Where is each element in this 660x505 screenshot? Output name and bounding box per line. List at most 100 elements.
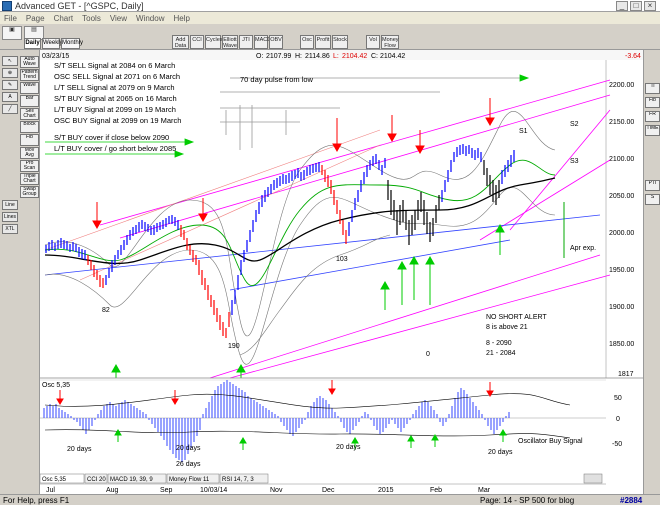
tool-jti[interactable]: JTI — [239, 35, 253, 49]
tool-osc[interactable]: Osc — [300, 35, 314, 49]
mov-avg-button[interactable]: Mov Avg — [20, 147, 39, 159]
menu-page[interactable]: Page — [25, 13, 45, 23]
osc-envelope-lower — [44, 429, 571, 439]
x-tick: Jul — [46, 487, 55, 494]
y-tick: 1950.00 — [609, 267, 634, 274]
tool-add-data[interactable]: Add Data — [172, 35, 189, 49]
pointer-icon[interactable]: ↖ — [2, 56, 18, 66]
trend-line-icon[interactable]: ╱ — [2, 104, 18, 114]
block-button[interactable]: Block — [20, 121, 39, 133]
menu-window[interactable]: Window — [136, 13, 165, 23]
osc-tab-label[interactable]: RSI 14, 7, 3 — [222, 477, 254, 483]
right-s-button[interactable]: S — [645, 194, 660, 205]
fib-button[interactable]: Fib — [20, 134, 39, 146]
x-tick: Dec — [322, 487, 335, 494]
wave-button[interactable]: Wave — [20, 82, 39, 94]
status-help: For Help, press F1 — [3, 495, 70, 505]
left-tool-panel: Auto Wave Pattern Trend Wave Bar Sell Ch… — [0, 50, 40, 494]
pro-scan-button[interactable]: Pro Scan — [20, 160, 39, 172]
signal-line: OSC SELL Signal at 2071 on 6 March — [54, 72, 180, 81]
y-tick: 2000.00 — [609, 230, 634, 237]
alert-line: 8 - 2090 — [486, 340, 512, 347]
title-bar: Advanced GET - [^GSPC, Daily] _ □ × — [0, 0, 660, 12]
alert-line: 8 is above 21 — [486, 324, 528, 331]
ma-black — [44, 177, 556, 265]
tab-monthly[interactable]: Monthly — [61, 38, 83, 49]
open-file-icon[interactable]: ▣ — [2, 26, 22, 40]
tab-weekly[interactable]: Weekly — [42, 38, 63, 49]
tool-elliott[interactable]: Elliott Wave — [222, 35, 238, 49]
sell-arrows — [92, 98, 495, 230]
osc-tab[interactable] — [84, 473, 108, 484]
osc-tab[interactable] — [166, 473, 220, 484]
pattern-trend-button[interactable]: Pattern Trend — [20, 69, 39, 81]
osc-tab-label[interactable]: Osc 5,35 — [42, 477, 67, 483]
osc-tab-label[interactable]: Money Flow 11 — [169, 477, 210, 483]
lines-button[interactable]: Lines — [2, 212, 18, 222]
maximize-button[interactable]: □ — [630, 0, 642, 11]
menu-chart[interactable]: Chart — [53, 13, 74, 23]
x-tick: Mar — [478, 487, 491, 494]
tool-cci[interactable]: CCI — [190, 35, 204, 49]
right-fr-button[interactable]: FR — [645, 111, 660, 122]
tool-obv[interactable]: OBV — [269, 35, 283, 49]
xtl-button[interactable]: XTL — [2, 224, 18, 234]
osc-tab-label[interactable]: MACD 19, 39, 9 — [110, 477, 153, 483]
y-tick: 1900.00 — [609, 304, 634, 311]
signal-line: S/T SELL Signal at 2084 on 6 March — [54, 61, 175, 70]
tab-daily[interactable]: Daily — [24, 38, 41, 49]
tool-money-flow[interactable]: Money Flow — [381, 35, 399, 49]
swap-group-button[interactable]: Swap Group — [20, 186, 39, 198]
right-ti-button[interactable]: Ti — [645, 83, 660, 94]
osc-tab-label[interactable]: CCI 20 — [87, 477, 106, 483]
minimize-button[interactable]: _ — [616, 0, 628, 11]
x-tick: 2015 — [378, 487, 394, 494]
osc-buy-arrows — [114, 429, 507, 450]
line-button[interactable]: Line — [2, 200, 18, 210]
header-change: -3.64 — [625, 53, 641, 60]
tool-profit[interactable]: Profit — [315, 35, 331, 49]
osc-buy-label: Oscillator Buy Signal — [518, 438, 583, 445]
osc-histogram — [43, 380, 510, 462]
chart-svg[interactable]: 03/23/15 O: 2107.99 H: 2114.86 L: 2104.4… — [39, 50, 643, 494]
y-tick: 2050.00 — [609, 193, 634, 200]
chart-area[interactable]: 03/23/15 O: 2107.99 H: 2114.86 L: 2104.4… — [39, 50, 643, 494]
right-fib-button[interactable]: Fib — [645, 97, 660, 108]
right-time-button[interactable]: TIME — [645, 125, 660, 136]
osc-tab[interactable] — [219, 473, 269, 484]
pencil-icon[interactable]: ✎ — [2, 80, 18, 90]
osc-tick: 50 — [614, 395, 622, 402]
bar-button[interactable]: Bar — [20, 95, 39, 107]
menu-file[interactable]: File — [4, 13, 17, 23]
window-title: Advanced GET - [^GSPC, Daily] — [15, 0, 144, 11]
sell-chart-button[interactable]: Sell Chart — [20, 108, 39, 120]
zoom-icon[interactable]: ⊕ — [2, 68, 18, 78]
right-pti-button[interactable]: PTI — [645, 180, 660, 191]
right-tool-panel: Ti Fib FR TIME PTI S — [643, 50, 660, 494]
auto-wave-button[interactable]: Auto Wave — [20, 56, 39, 68]
status-page: Page: 14 - SP 500 for blog — [480, 495, 575, 505]
tool-macd[interactable]: MACD — [254, 35, 271, 49]
menu-view[interactable]: View — [109, 13, 128, 23]
text-icon[interactable]: A — [2, 92, 18, 102]
status-bar: For Help, press F1 Page: 14 - SP 500 for… — [0, 494, 660, 505]
osc-tab[interactable] — [39, 473, 85, 484]
osc-tab[interactable] — [107, 473, 167, 484]
tool-cycles[interactable]: Cycles — [205, 35, 223, 49]
y-tick: 2100.00 — [609, 156, 634, 163]
y-tick: 2200.00 — [609, 82, 634, 89]
menu-help[interactable]: Help — [173, 13, 190, 23]
tool-vol[interactable]: Vol — [366, 35, 380, 49]
close-button[interactable]: × — [644, 0, 656, 11]
s-label: S1 — [519, 128, 528, 135]
tool-stock[interactable]: Stock — [332, 35, 348, 49]
menu-tools[interactable]: Tools — [82, 13, 101, 23]
osc-tick: 0 — [616, 416, 620, 423]
menu-bar: File Page Chart Tools View Window Help — [0, 12, 660, 24]
pulse-arrows — [45, 74, 530, 158]
osc-tick: -50 — [612, 441, 622, 448]
triple-chart-button[interactable]: Triple Chart — [20, 173, 39, 185]
scroll-left-button[interactable] — [583, 473, 603, 484]
x-tick: Nov — [270, 487, 283, 494]
y-tick: 1817 — [618, 371, 634, 378]
